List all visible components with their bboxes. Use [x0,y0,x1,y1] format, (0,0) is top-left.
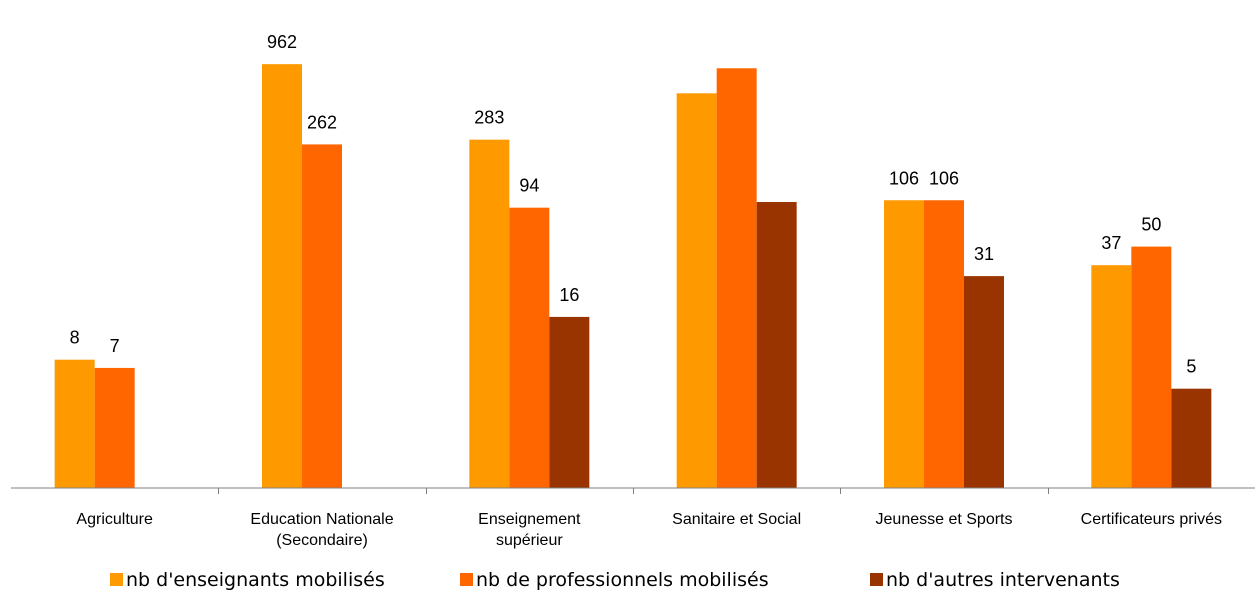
data-label: 94 [519,176,539,196]
bar-2-4 [716,68,757,489]
category-label: Certificateurs privés [1081,511,1222,528]
data-label: 16 [559,285,579,305]
data-label: 262 [307,112,337,132]
legend: nb d'enseignants mobilisés nb de professi… [110,569,1120,591]
bar-1-4 [676,93,717,488]
bar-1-6 [1091,265,1132,488]
bar-1-5 [884,200,924,488]
data-label: 50 [1141,215,1161,235]
data-labels-layer: 8 7 962 262 283 94 16 106 106 31 37 50 5 [70,32,1197,377]
bar-2-5 [924,200,964,488]
x-axis [11,487,1255,494]
category-label: Agriculture [76,511,153,528]
bar-2-6 [1131,246,1172,488]
bar-3-6 [1171,388,1212,488]
legend-label-2: nb de professionnels mobilisés [476,569,769,591]
data-label: 106 [929,168,959,188]
bars-layer [54,64,1212,489]
bar-3-5 [964,276,1004,488]
data-label: 31 [974,244,994,264]
category-label: Enseignement supérieur [478,511,581,549]
bar-2-1 [94,367,135,488]
legend-label-1: nb d'enseignants mobilisés [126,569,385,591]
legend-swatch-3 [870,573,883,586]
bar-3-4 [756,202,797,489]
data-label: 283 [474,108,504,128]
bar-1-3 [469,139,510,488]
data-label: 7 [110,336,120,356]
data-label: 8 [70,328,80,348]
category-label: Jeunesse et Sports [876,511,1013,528]
category-label: Education Nationale (Secondaire) [250,511,393,549]
category-label: Sanitaire et Social [672,511,801,528]
bar-2-2 [302,144,342,488]
legend-label-3: nb d'autres intervenants [886,569,1120,591]
data-label: 106 [889,168,919,188]
data-label: 5 [1186,357,1196,377]
data-label: 962 [267,32,297,52]
data-label: 37 [1101,233,1121,253]
legend-swatch-2 [460,573,473,586]
bar-3-3 [549,316,590,488]
bar-2-3 [509,207,550,489]
legend-swatch-1 [110,573,123,586]
category-labels-layer: Agriculture Education Nationale (Secondair… [76,511,1222,549]
bar-1-1 [54,359,95,488]
bar-1-2 [262,64,302,489]
